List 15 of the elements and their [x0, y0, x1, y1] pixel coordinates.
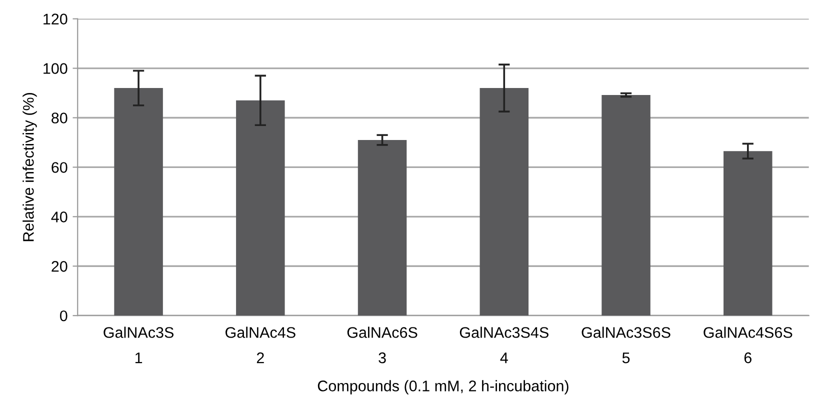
x-tick-label: GalNAc3S 1 [104, 326, 174, 364]
y-tick-label: 20 [52, 260, 68, 272]
y-tick-label: 60 [52, 162, 68, 173]
x-tick-label: GalNAc4S6S 6 [704, 326, 792, 364]
x-tick-label: GalNAc4S 2 [226, 326, 296, 364]
y-tick-label: 0 [60, 310, 68, 322]
y-tick-label: 40 [51, 212, 68, 222]
x-tick-label: GalNAc3S6S 5 [582, 326, 670, 364]
y-axis-title: Relative infectivity (%) [22, 93, 37, 242]
y-tick-label: 120 [44, 14, 68, 24]
x-tick-label: GalNAc6S 3 [347, 326, 418, 364]
x-tick-label: GalNAc3S4S 4 [460, 326, 548, 364]
x-axis-title: Compounds (0.1 mM, 2 h-incubation) [318, 380, 568, 394]
y-tick-label: 80 [52, 112, 68, 124]
y-tick-label: 100 [44, 63, 68, 74]
